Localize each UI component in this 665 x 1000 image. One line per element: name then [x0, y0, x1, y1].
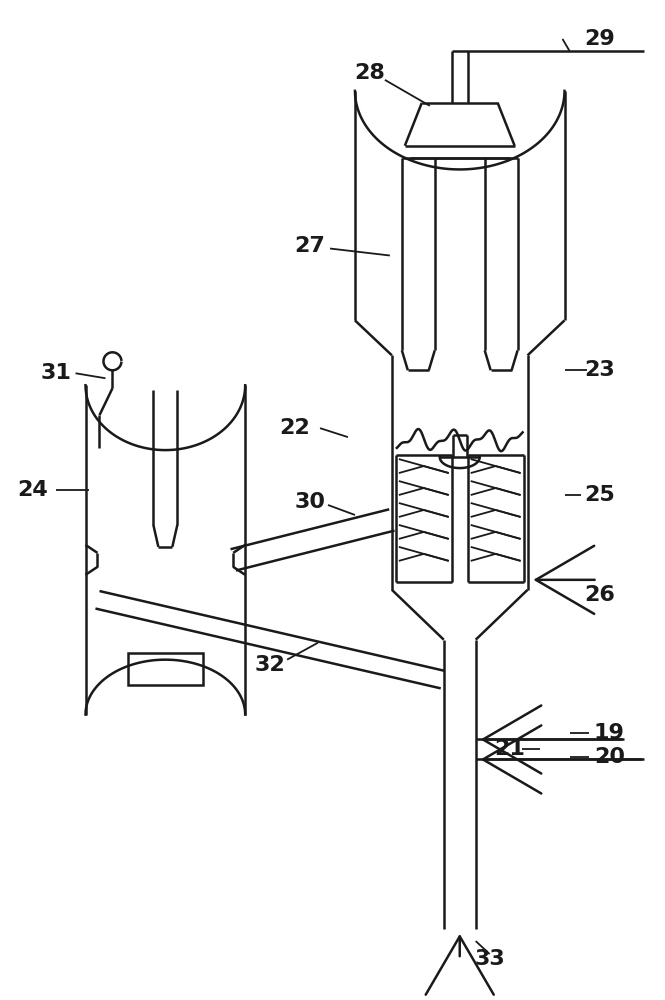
Text: 25: 25	[584, 485, 615, 505]
Text: 26: 26	[584, 585, 615, 605]
Bar	[128, 653, 203, 685]
Text: 32: 32	[255, 655, 285, 675]
Text: 31: 31	[40, 363, 71, 383]
Text: 28: 28	[354, 63, 385, 83]
Text: 29: 29	[584, 29, 615, 49]
Text: 23: 23	[584, 360, 615, 380]
Text: 19: 19	[594, 723, 625, 743]
Text: 22: 22	[280, 418, 311, 438]
Text: 30: 30	[295, 492, 326, 512]
Text: 21: 21	[494, 739, 525, 759]
Text: 33: 33	[474, 949, 505, 969]
Text: 20: 20	[594, 747, 625, 767]
Text: 24: 24	[17, 480, 48, 500]
Text: 27: 27	[295, 236, 325, 256]
